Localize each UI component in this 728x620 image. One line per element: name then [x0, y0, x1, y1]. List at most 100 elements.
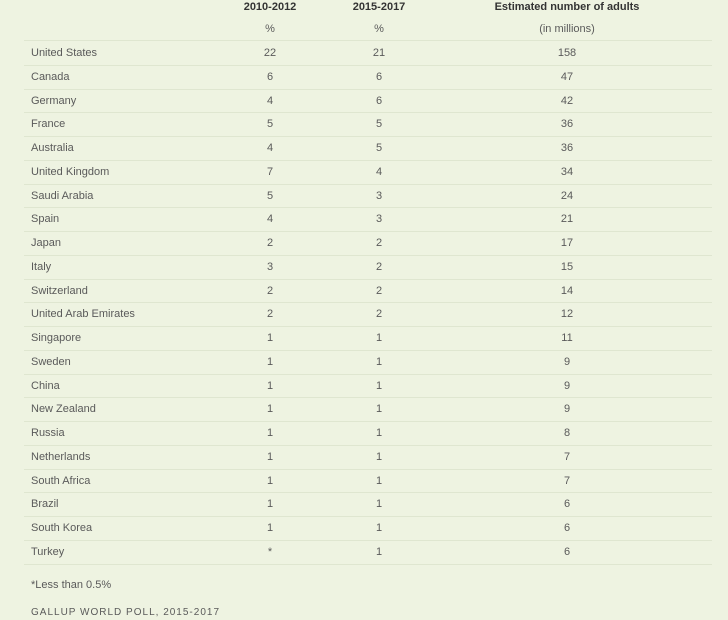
row-rule — [24, 374, 712, 375]
country: Germany — [31, 94, 77, 107]
row-rule — [24, 207, 712, 208]
row-rule — [24, 40, 712, 41]
cell: 2 — [375, 308, 383, 321]
cell: 1 — [266, 474, 274, 487]
cell: 6 — [266, 70, 274, 83]
country: Switzerland — [31, 284, 88, 297]
cell: 9 — [563, 355, 571, 368]
cell: 3 — [266, 260, 274, 273]
cell: 1 — [266, 355, 274, 368]
country: United States — [31, 47, 98, 59]
row-rule — [24, 184, 712, 185]
country: Australia — [31, 142, 74, 155]
cell: 1 — [375, 403, 383, 416]
country: Turkey — [31, 545, 65, 558]
cell: 1 — [266, 498, 274, 511]
cell: 21 — [560, 213, 574, 226]
row-rule — [24, 350, 712, 351]
cell: 24 — [560, 189, 574, 202]
cell: 1 — [266, 403, 274, 416]
column-header: 2015-2017 — [352, 1, 406, 13]
cell: 9 — [563, 379, 571, 392]
cell: 1 — [375, 332, 383, 345]
country: Japan — [31, 237, 61, 250]
cell: 5 — [266, 118, 274, 131]
row-rule — [24, 89, 712, 90]
country: Brazil — [31, 498, 59, 511]
row-rule — [24, 326, 712, 327]
cell: 21 — [372, 47, 386, 59]
country: China — [31, 379, 60, 392]
cell: 4 — [266, 142, 274, 155]
cell: 3 — [375, 213, 383, 226]
cell: 12 — [560, 308, 574, 321]
row-rule — [24, 112, 712, 113]
cell: 42 — [560, 94, 574, 107]
cell: 7 — [266, 165, 274, 178]
cell: 22 — [263, 47, 277, 59]
row-rule — [24, 136, 712, 137]
cell: 47 — [560, 70, 574, 83]
cell: 1 — [266, 427, 274, 440]
row-rule — [24, 421, 712, 422]
cell: 158 — [557, 47, 577, 59]
cell: 5 — [266, 189, 274, 202]
cell: 6 — [375, 94, 383, 107]
country: Spain — [31, 213, 60, 226]
cell: 5 — [375, 118, 383, 131]
cell: 1 — [375, 450, 383, 463]
cell: 1 — [266, 379, 274, 392]
row-rule — [24, 469, 712, 470]
cell: 11 — [561, 332, 573, 345]
cell: 5 — [375, 142, 383, 155]
country: South Korea — [31, 522, 93, 535]
cell: * — [267, 545, 273, 558]
source: GALLUP WORLD POLL, 2015-2017 — [31, 607, 221, 618]
cell: 7 — [563, 450, 571, 463]
country: Russia — [31, 427, 65, 440]
country: New Zealand — [31, 403, 96, 416]
row-rule — [24, 279, 712, 280]
country: Saudi Arabia — [31, 189, 94, 202]
cell: 2 — [266, 284, 274, 297]
row-rule — [24, 302, 712, 303]
cell: 4 — [375, 165, 383, 178]
cell: 34 — [560, 165, 574, 178]
cell: 1 — [375, 427, 383, 440]
cell: 7 — [563, 474, 571, 487]
cell: 6 — [375, 70, 383, 83]
cell: 2 — [375, 284, 383, 297]
cell: 4 — [266, 213, 274, 226]
cell: 6 — [563, 545, 571, 558]
cell: 14 — [560, 284, 574, 297]
column-header: Estimated number of adults — [494, 1, 640, 13]
row-rule — [24, 564, 712, 565]
cell: 6 — [563, 522, 571, 535]
country: Canada — [31, 70, 70, 83]
cell: 1 — [266, 522, 274, 535]
cell: 1 — [375, 474, 383, 487]
cell: 2 — [266, 237, 274, 250]
cell: 2 — [375, 260, 383, 273]
country: France — [31, 118, 66, 131]
cell: 9 — [563, 403, 571, 416]
cell: 3 — [375, 189, 383, 202]
cell: 2 — [266, 308, 274, 321]
row-rule — [24, 516, 712, 517]
country: United Arab Emirates — [31, 308, 135, 321]
column-unit: % — [374, 23, 384, 35]
cell: 36 — [560, 118, 574, 131]
row-rule — [24, 231, 712, 232]
cell: 6 — [563, 498, 571, 511]
cell: 1 — [375, 545, 383, 558]
row-rule — [24, 255, 712, 256]
cell: 1 — [375, 355, 383, 368]
column-header: 2010-2012 — [243, 1, 297, 13]
country: United Kingdom — [31, 165, 110, 178]
row-rule — [24, 160, 712, 161]
cell: 8 — [563, 427, 571, 440]
country: Italy — [31, 260, 52, 273]
row-rule — [24, 445, 712, 446]
country: Sweden — [31, 355, 71, 368]
